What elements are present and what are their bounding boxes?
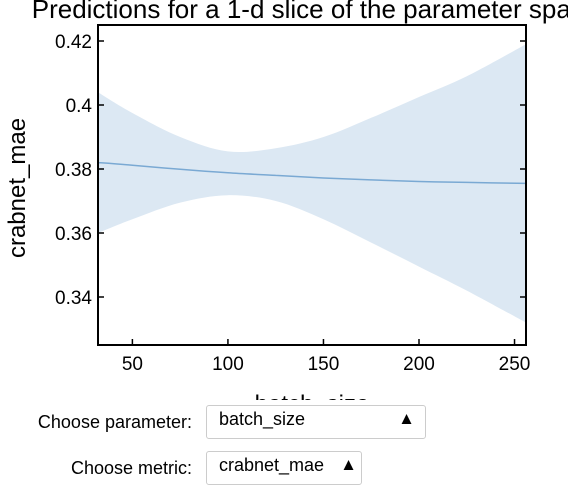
metric-dropdown[interactable]: crabnet_mae ▲ [206,451,362,485]
y-axis-ticks: 0.34 0.36 0.38 0.4 0.42 [55,32,526,309]
confidence-band [98,44,526,323]
x-axis-label: batch_size [255,391,370,400]
chart-title: Predictions for a 1-d slice of the param… [32,0,568,24]
x-tick-label: 150 [308,354,340,375]
dropdown-arrow-icon: ▲ [398,409,415,428]
parameter-dropdown-value: batch_size [219,409,306,429]
x-tick-label: 200 [403,354,435,375]
chart: Predictions for a 1-d slice of the param… [4,0,568,400]
y-tick-label: 0.38 [55,160,92,181]
plot-frame-top [97,24,527,346]
x-tick-label: 100 [212,354,244,375]
y-tick-label: 0.42 [55,32,92,53]
y-tick-label: 0.34 [55,288,92,309]
metric-label: Choose metric: [70,458,192,478]
metric-dropdown-value: crabnet_mae [219,455,325,475]
mean-line [97,161,527,185]
parameter-label: Choose parameter: [37,412,192,432]
dropdown-arrow-icon: ▲ [340,455,357,474]
x-tick-label: 250 [499,354,531,375]
y-tick-label: 0.36 [55,224,92,245]
x-axis-ticks: 50 100 150 200 250 [122,339,531,375]
x-tick-label: 50 [122,354,143,375]
y-axis-label: crabnet_mae [4,118,31,258]
y-tick-label: 0.4 [66,96,93,117]
parameter-dropdown[interactable]: batch_size ▲ [206,405,426,439]
